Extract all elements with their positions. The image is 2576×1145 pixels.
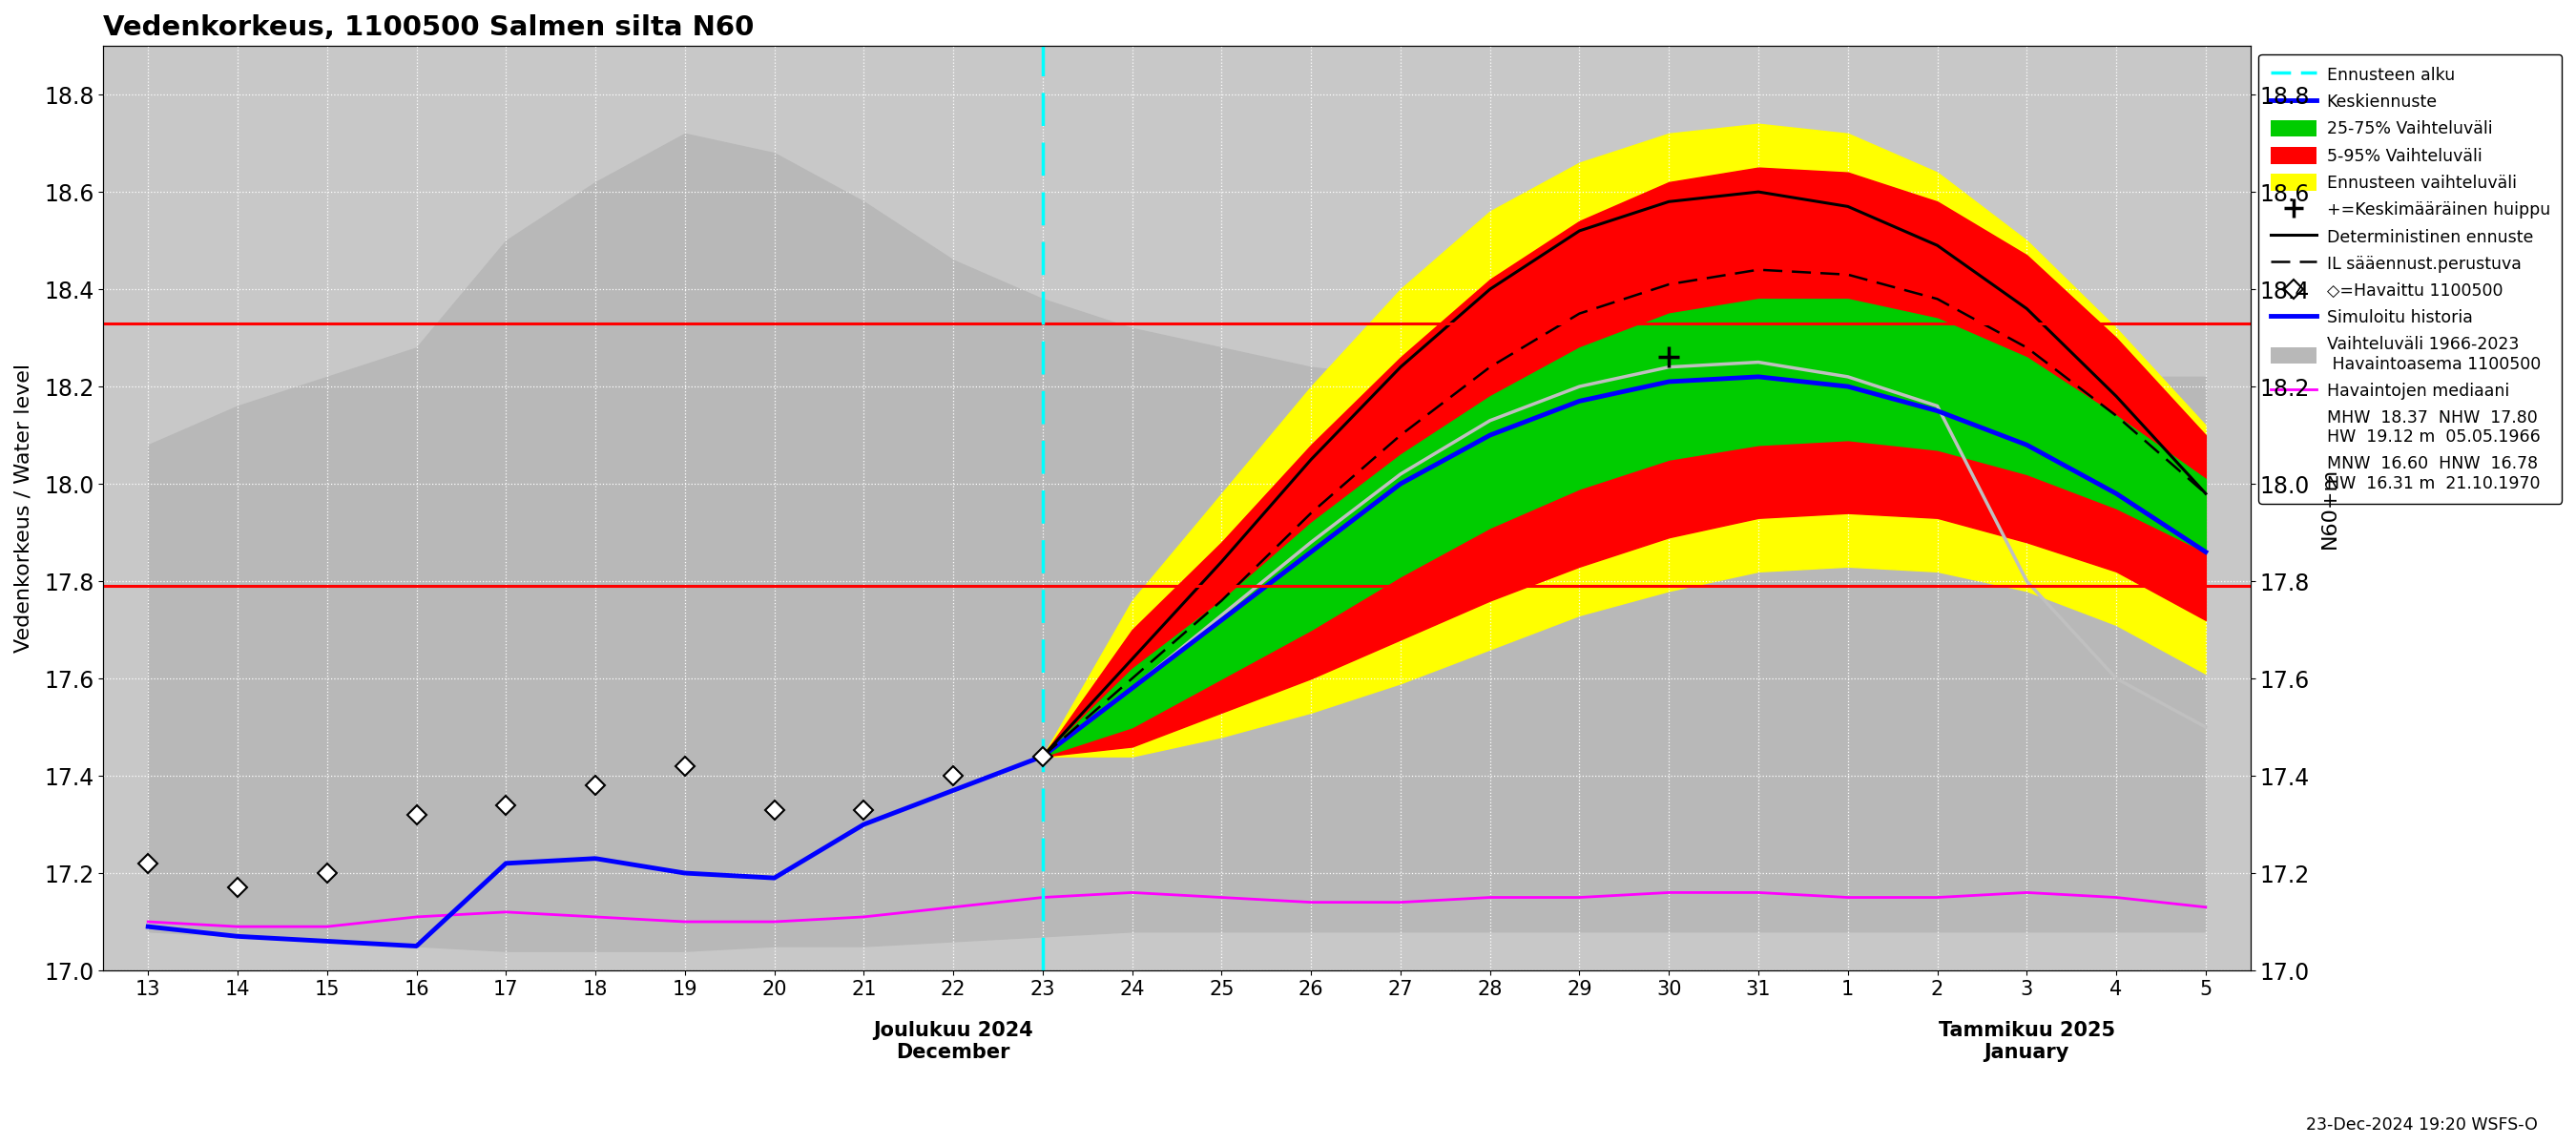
Text: Tammikuu 2025
January: Tammikuu 2025 January <box>1940 1021 2115 1063</box>
Y-axis label: Vedenkorkeus / Water level: Vedenkorkeus / Water level <box>15 364 33 653</box>
Text: Joulukuu 2024
December: Joulukuu 2024 December <box>873 1021 1033 1063</box>
Y-axis label: N60+m: N60+m <box>2321 467 2339 548</box>
Legend: Ennusteen alku, Keskiennuste, 25-75% Vaihteluväli, 5-95% Vaihteluväli, Ennusteen: Ennusteen alku, Keskiennuste, 25-75% Vai… <box>2259 54 2561 504</box>
Text: 23-Dec-2024 19:20 WSFS-O: 23-Dec-2024 19:20 WSFS-O <box>2306 1116 2537 1134</box>
Text: Vedenkorkeus, 1100500 Salmen silta N60: Vedenkorkeus, 1100500 Salmen silta N60 <box>103 14 755 41</box>
